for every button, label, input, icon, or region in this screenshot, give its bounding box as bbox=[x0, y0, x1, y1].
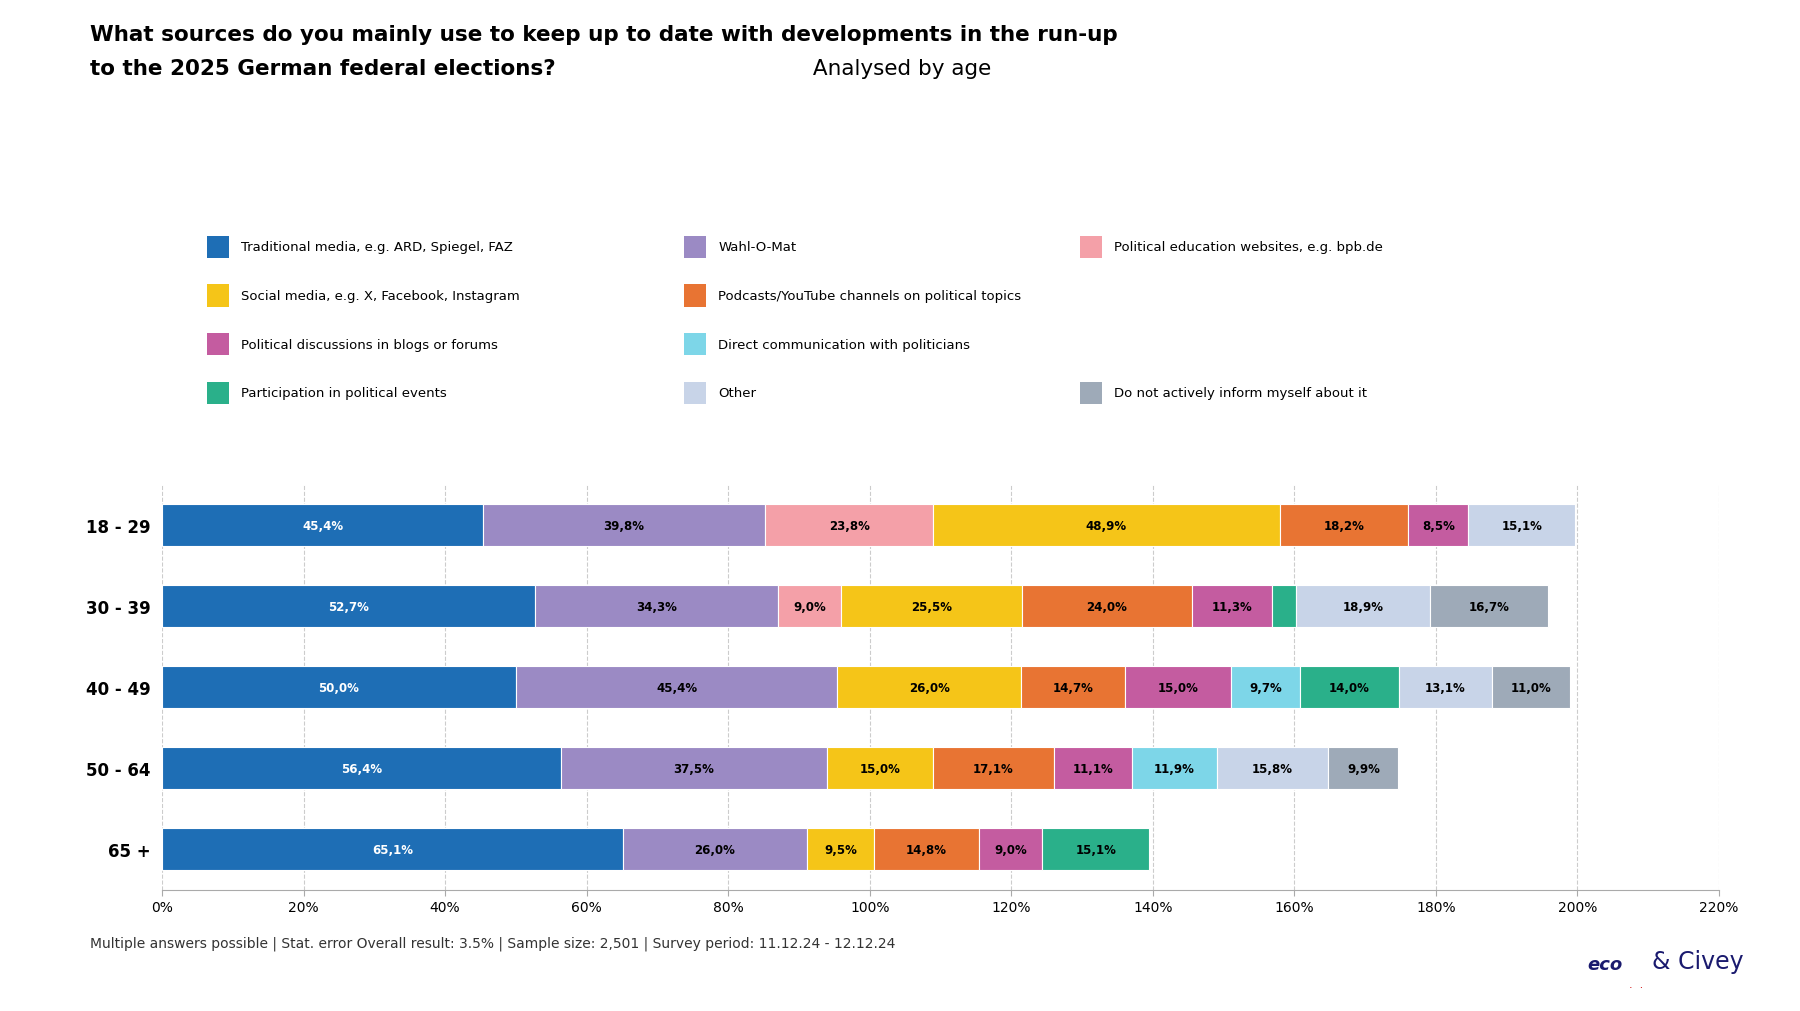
Bar bbox=[932, 747, 1053, 790]
Text: 50,0%: 50,0% bbox=[319, 681, 360, 694]
Bar bbox=[1021, 666, 1125, 709]
Text: to the 2025 German federal elections?: to the 2025 German federal elections? bbox=[90, 59, 556, 79]
Bar bbox=[623, 828, 806, 870]
Text: Multiple answers possible | Stat. error Overall result: 3.5% | Sample size: 2,50: Multiple answers possible | Stat. error … bbox=[90, 935, 895, 949]
Bar bbox=[1132, 747, 1217, 790]
Text: 9,0%: 9,0% bbox=[994, 843, 1028, 855]
Bar bbox=[1217, 747, 1328, 790]
Text: Wahl-O-Mat: Wahl-O-Mat bbox=[718, 242, 796, 254]
Text: 15,8%: 15,8% bbox=[1253, 762, 1292, 774]
Text: eco: eco bbox=[1588, 954, 1624, 973]
Bar bbox=[826, 747, 932, 790]
Text: 37,5%: 37,5% bbox=[673, 762, 715, 774]
Bar bbox=[162, 666, 517, 709]
Text: 52,7%: 52,7% bbox=[328, 601, 369, 613]
Text: 15,1%: 15,1% bbox=[1075, 843, 1116, 855]
Text: 11,1%: 11,1% bbox=[1073, 762, 1114, 774]
Bar bbox=[1469, 504, 1575, 547]
Bar bbox=[806, 828, 875, 870]
Text: Political education websites, e.g. bpb.de: Political education websites, e.g. bpb.d… bbox=[1114, 242, 1382, 254]
Text: 56,4%: 56,4% bbox=[340, 762, 382, 774]
Text: 48,9%: 48,9% bbox=[1085, 520, 1127, 532]
Bar bbox=[162, 585, 535, 628]
Text: 8,5%: 8,5% bbox=[1422, 520, 1454, 532]
Text: 17,1%: 17,1% bbox=[972, 762, 1013, 774]
Text: 15,0%: 15,0% bbox=[1157, 681, 1199, 694]
Bar bbox=[1328, 747, 1399, 790]
Text: 25,5%: 25,5% bbox=[911, 601, 952, 613]
Bar bbox=[1300, 666, 1399, 709]
Text: What sources do you mainly use to keep up to date with developments in the run-u: What sources do you mainly use to keep u… bbox=[90, 25, 1118, 45]
Text: 18,2%: 18,2% bbox=[1323, 520, 1364, 532]
Text: 9,7%: 9,7% bbox=[1249, 681, 1282, 694]
Text: 23,8%: 23,8% bbox=[828, 520, 869, 532]
Bar bbox=[1042, 828, 1148, 870]
Bar bbox=[535, 585, 778, 628]
Bar bbox=[841, 585, 1022, 628]
Text: 15,1%: 15,1% bbox=[1501, 520, 1543, 532]
Bar bbox=[837, 666, 1021, 709]
Text: Other: Other bbox=[718, 387, 756, 399]
Text: 14,7%: 14,7% bbox=[1053, 681, 1094, 694]
Text: 65,1%: 65,1% bbox=[373, 843, 412, 855]
Bar bbox=[934, 504, 1280, 547]
Text: Podcasts/YouTube channels on political topics: Podcasts/YouTube channels on political t… bbox=[718, 290, 1021, 302]
Bar bbox=[1399, 666, 1492, 709]
Text: .  .: . . bbox=[1629, 979, 1643, 989]
Bar bbox=[765, 504, 934, 547]
Text: 15,0%: 15,0% bbox=[859, 762, 900, 774]
Text: 45,4%: 45,4% bbox=[302, 520, 344, 532]
Bar bbox=[1296, 585, 1431, 628]
Bar bbox=[1053, 747, 1132, 790]
Bar bbox=[1492, 666, 1570, 709]
Text: 9,9%: 9,9% bbox=[1346, 762, 1381, 774]
Text: & Civey: & Civey bbox=[1652, 948, 1744, 973]
Text: 11,9%: 11,9% bbox=[1154, 762, 1195, 774]
Bar bbox=[162, 828, 623, 870]
Text: Do not actively inform myself about it: Do not actively inform myself about it bbox=[1114, 387, 1368, 399]
Bar bbox=[162, 504, 484, 547]
Text: Political discussions in blogs or forums: Political discussions in blogs or forums bbox=[241, 339, 499, 351]
Bar bbox=[1125, 666, 1231, 709]
Text: Social media, e.g. X, Facebook, Instagram: Social media, e.g. X, Facebook, Instagra… bbox=[241, 290, 520, 302]
Bar bbox=[1431, 585, 1548, 628]
Text: Traditional media, e.g. ARD, Spiegel, FAZ: Traditional media, e.g. ARD, Spiegel, FA… bbox=[241, 242, 513, 254]
Text: Analysed by age: Analysed by age bbox=[806, 59, 992, 79]
Text: 16,7%: 16,7% bbox=[1469, 601, 1510, 613]
Text: 34,3%: 34,3% bbox=[635, 601, 677, 613]
Bar bbox=[162, 747, 562, 790]
Text: 11,0%: 11,0% bbox=[1510, 681, 1552, 694]
Bar bbox=[979, 828, 1042, 870]
Bar bbox=[875, 828, 979, 870]
Text: Participation in political events: Participation in political events bbox=[241, 387, 446, 399]
Text: Direct communication with politicians: Direct communication with politicians bbox=[718, 339, 970, 351]
Bar bbox=[1273, 585, 1296, 628]
Bar bbox=[778, 585, 841, 628]
Text: 18,9%: 18,9% bbox=[1343, 601, 1384, 613]
Text: 26,0%: 26,0% bbox=[909, 681, 950, 694]
Bar bbox=[1022, 585, 1192, 628]
Text: 9,0%: 9,0% bbox=[794, 601, 826, 613]
Text: 24,0%: 24,0% bbox=[1087, 601, 1127, 613]
Bar bbox=[1231, 666, 1300, 709]
Text: 13,1%: 13,1% bbox=[1426, 681, 1465, 694]
Text: 45,4%: 45,4% bbox=[655, 681, 697, 694]
Text: 9,5%: 9,5% bbox=[824, 843, 857, 855]
Text: 14,8%: 14,8% bbox=[905, 843, 947, 855]
Bar bbox=[562, 747, 826, 790]
Text: 39,8%: 39,8% bbox=[603, 520, 644, 532]
Bar bbox=[1280, 504, 1408, 547]
Bar bbox=[517, 666, 837, 709]
Bar bbox=[1408, 504, 1469, 547]
Bar bbox=[1192, 585, 1273, 628]
Text: 26,0%: 26,0% bbox=[695, 843, 734, 855]
Text: 11,3%: 11,3% bbox=[1211, 601, 1253, 613]
Text: 14,0%: 14,0% bbox=[1328, 681, 1370, 694]
Bar bbox=[484, 504, 765, 547]
